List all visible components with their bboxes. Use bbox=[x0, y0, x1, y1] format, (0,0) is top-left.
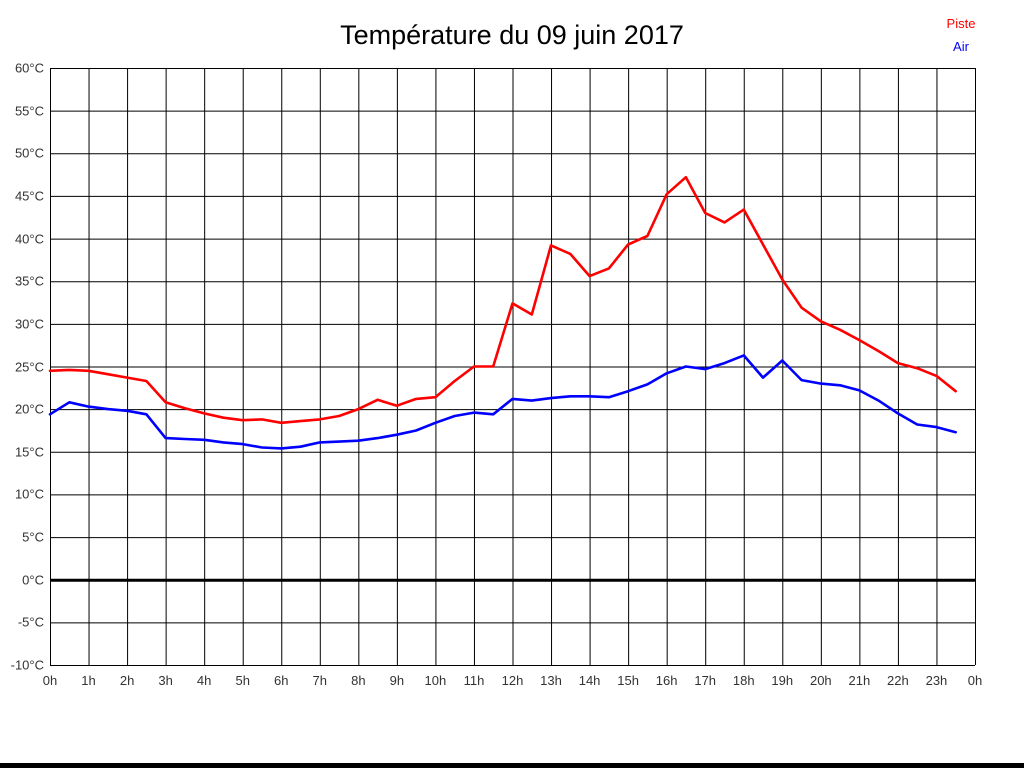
x-tick-label: 7h bbox=[312, 673, 328, 688]
x-tick-label: 8h bbox=[351, 673, 366, 688]
y-tick-label: 25°C bbox=[14, 359, 44, 374]
y-tick-label: -10°C bbox=[10, 657, 44, 673]
y-tick-label: 55°C bbox=[14, 103, 44, 119]
y-tick-label: 45°C bbox=[14, 188, 44, 204]
x-tick-label: 14h bbox=[578, 673, 601, 688]
y-tick-label: 10°C bbox=[14, 486, 44, 502]
x-tick-label: 16h bbox=[655, 673, 678, 688]
air-series-line bbox=[48, 354, 958, 450]
x-tick-label: 9h bbox=[389, 673, 405, 688]
x-tick-label: 17h bbox=[694, 673, 717, 688]
y-tick-label: 60°C bbox=[14, 60, 44, 76]
x-tick-label: 18h bbox=[732, 673, 755, 688]
chart-title: Température du 09 juin 2017 bbox=[340, 20, 684, 50]
y-tick-label: 0°C bbox=[22, 572, 44, 588]
y-tick-label: -5°C bbox=[17, 614, 44, 630]
y-tick-label: 20°C bbox=[14, 401, 44, 417]
x-tick-label: 13h bbox=[540, 673, 562, 688]
legend-air: Air bbox=[953, 39, 969, 54]
x-tick-label: 20h bbox=[809, 673, 832, 688]
x-tick-label: 5h bbox=[235, 673, 250, 688]
x-tick-label: 0h bbox=[967, 673, 983, 688]
x-tick-label: 3h bbox=[158, 673, 173, 688]
y-tick-label: 5°C bbox=[22, 529, 44, 545]
y-tick-label: 30°C bbox=[14, 316, 44, 332]
x-tick-label: 11h bbox=[463, 673, 485, 688]
x-tick-label: 4h bbox=[196, 673, 212, 688]
legend-piste: Piste bbox=[946, 16, 976, 31]
x-tick-label: 22h bbox=[887, 673, 909, 688]
x-tick-label: 21h bbox=[848, 673, 871, 688]
y-tick-label: 35°C bbox=[14, 273, 44, 289]
x-tick-label: 6h bbox=[274, 673, 289, 688]
x-tick-label: 1h bbox=[81, 673, 96, 688]
x-tick-label: 0h bbox=[42, 673, 58, 688]
chart-legend: Piste Air bbox=[901, 12, 1021, 58]
y-tick-label: 15°C bbox=[14, 444, 44, 460]
x-tick-label: 19h bbox=[771, 673, 794, 688]
x-tick-label: 23h bbox=[925, 673, 948, 688]
y-tick-label: 40°C bbox=[14, 231, 44, 247]
piste-series-line bbox=[48, 175, 958, 425]
y-tick-label: 50°C bbox=[14, 145, 44, 161]
bottom-border-bar bbox=[0, 763, 1024, 768]
x-tick-label: 10h bbox=[424, 673, 447, 688]
x-tick-label: 15h bbox=[617, 673, 639, 688]
x-tick-label: 12h bbox=[501, 673, 524, 688]
x-tick-label: 2h bbox=[119, 673, 135, 688]
